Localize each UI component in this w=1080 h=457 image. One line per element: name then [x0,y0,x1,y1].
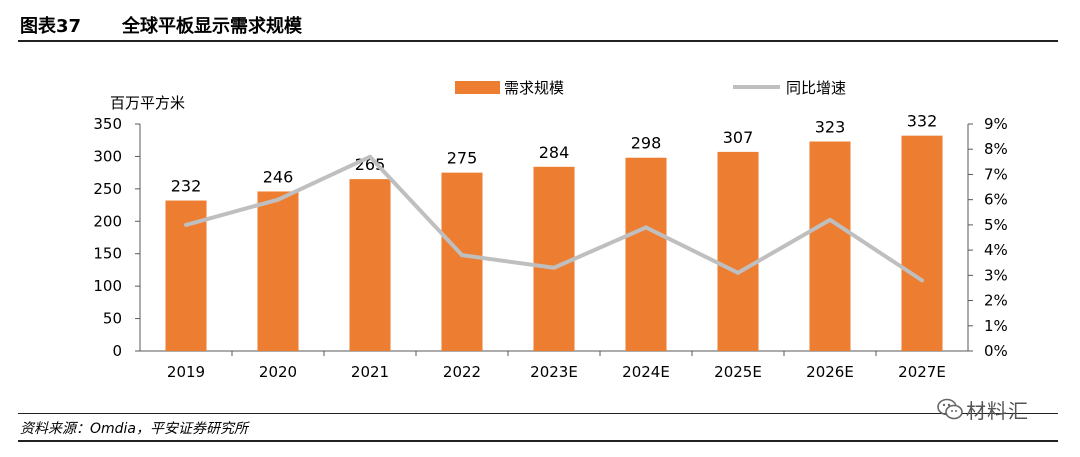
legend-label-bars: 需求规模 [504,79,564,97]
y-tick-label: 200 [93,212,122,230]
bar [533,166,575,351]
bar-value-label: 323 [815,118,846,137]
figure-title: 全球平板显示需求规模 [122,16,302,37]
x-tick-label: 2025E [714,363,762,381]
growth-point [276,197,280,202]
growth-point [920,278,924,283]
x-tick-label: 2027E [898,363,946,381]
x-tick-label: 2023E [530,363,578,381]
bar [441,172,483,351]
y-tick-label: 50 [103,310,122,328]
bar-value-label: 284 [539,143,570,162]
bar [809,141,851,351]
y2-tick-label: 5% [984,216,1008,234]
figure-number: 图表37 [20,16,82,37]
growth-point [552,265,556,270]
bar [625,157,667,351]
y-tick-label: 300 [93,147,122,165]
legend-swatch-bars [455,81,500,94]
source-note: 资料来源：Omdia，平安证券研究所 [20,421,249,437]
growth-point [828,217,832,222]
growth-point [644,225,648,230]
y-tick-label: 150 [93,245,122,263]
figure-header: 图表37 全球平板显示需求规模 [18,8,1058,42]
x-tick-label: 2021 [351,363,389,381]
bar-value-label: 307 [723,128,754,147]
bottom-divider [18,440,1058,442]
source-divider [18,413,1058,414]
y-tick-label: 350 [93,115,122,133]
y2-tick-label: 9% [984,115,1008,133]
x-tick-label: 2026E [806,363,854,381]
legend-label-line: 同比增速 [786,79,846,97]
y-tick-label: 100 [93,277,122,295]
y2-tick-label: 4% [984,241,1008,259]
bar-value-label: 332 [907,112,938,131]
bar [717,151,759,351]
bar [349,179,391,351]
growth-point [184,222,188,227]
y2-tick-label: 7% [984,165,1008,183]
y2-tick-label: 3% [984,266,1008,284]
x-tick-label: 2022 [443,363,481,381]
growth-point [368,154,372,159]
x-tick-label: 2020 [259,363,297,381]
bar-value-label: 246 [263,167,294,186]
wechat-icon [937,398,963,420]
bar-value-label: 232 [171,177,202,196]
bar [901,135,943,351]
y2-tick-label: 0% [984,342,1008,360]
growth-point [460,253,464,258]
y-tick-label: 0 [112,342,122,360]
y2-tick-label: 8% [984,140,1008,158]
y2-tick-label: 1% [984,317,1008,335]
bar-line-chart: 百万平方米 0 50 100 150 200 250 300 350 0% 1% 2% 3% 4% 5% 6%… [93,79,1008,381]
bar [257,191,299,351]
bar-value-label: 275 [447,149,478,168]
bar-value-label: 298 [631,134,662,153]
y2-tick-label: 2% [984,292,1008,310]
x-tick-label: 2019 [167,363,205,381]
growth-point [736,270,740,275]
y2-tick-label: 6% [984,191,1008,209]
watermark: 材料汇 [936,395,1054,423]
y-tick-label: 250 [93,180,122,198]
y-axis-label: 百万平方米 [110,94,185,112]
x-tick-label: 2024E [622,363,670,381]
watermark-text: 材料汇 [966,399,1029,423]
